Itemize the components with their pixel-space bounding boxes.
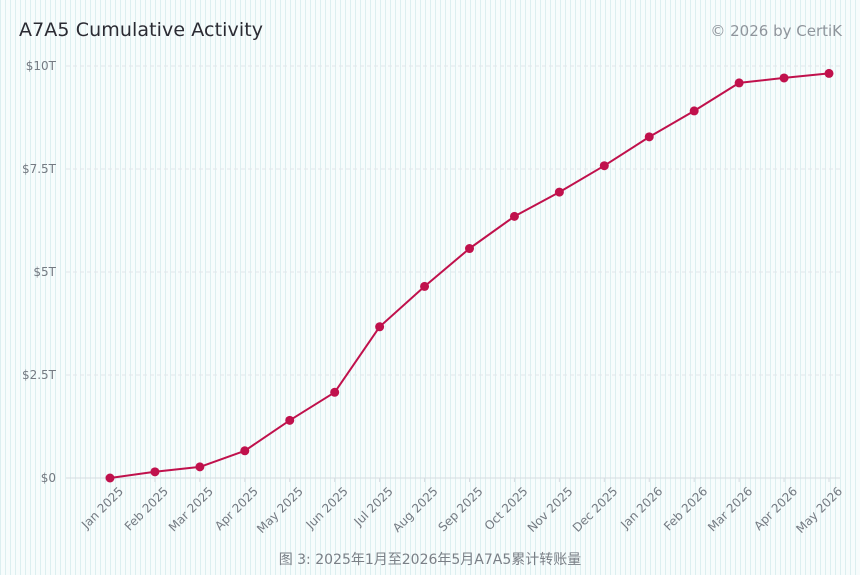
data-point[interactable] (824, 68, 834, 78)
data-point[interactable] (240, 446, 250, 456)
data-point[interactable] (195, 462, 205, 472)
y-tick-label: $5T (33, 265, 56, 279)
x-tick-label: Mar 2026 (705, 484, 755, 534)
x-tick-label: Jun 2025 (303, 484, 351, 532)
series-line (109, 72, 830, 479)
data-point[interactable] (420, 281, 430, 291)
y-tick-label: $2.5T (22, 368, 57, 382)
data-point[interactable] (285, 415, 295, 425)
data-point[interactable] (779, 73, 789, 83)
x-tick-label: Dec 2025 (570, 484, 621, 535)
data-point[interactable] (644, 132, 654, 142)
series-line-layer (109, 72, 830, 479)
data-point[interactable] (734, 78, 744, 88)
data-point[interactable] (105, 473, 115, 483)
grid-lines (66, 65, 840, 479)
data-point[interactable] (689, 106, 699, 116)
data-point[interactable] (599, 161, 609, 171)
x-tick-label: Nov 2025 (525, 484, 576, 535)
x-tick-label: Oct 2025 (482, 484, 531, 533)
data-point[interactable] (509, 211, 519, 221)
figure-caption: 图 3: 2025年1月至2026年5月A7A5累计转账量 (278, 552, 582, 568)
x-tick-label: Mar 2025 (166, 484, 216, 534)
copyright-watermark: © 2026 by CertiK (710, 22, 842, 40)
data-points (105, 68, 834, 483)
x-tick-label: May 2025 (254, 484, 306, 536)
data-point[interactable] (465, 244, 474, 254)
data-point[interactable] (375, 322, 385, 332)
data-point[interactable] (554, 187, 564, 197)
x-tick-label: Sep 2025 (435, 484, 485, 534)
x-tick-label: Jan 2026 (617, 484, 665, 532)
y-axis-ticks: $0 $2.5T $5T $7.5T $10T (22, 59, 57, 485)
y-tick-label: $0 (41, 471, 56, 485)
x-tick-label: Jan 2025 (78, 484, 126, 532)
y-tick-label: $7.5T (22, 162, 57, 176)
x-tick-label: Feb 2025 (122, 484, 171, 533)
x-tick-label: Jul 2025 (351, 484, 396, 529)
x-tick-label: May 2026 (793, 484, 845, 536)
x-tick-label: Feb 2026 (661, 484, 710, 533)
x-tick-label: Aug 2025 (390, 484, 441, 535)
y-tick-label: $10T (26, 59, 57, 73)
chart-title: A7A5 Cumulative Activity (19, 19, 264, 41)
data-point[interactable] (150, 467, 160, 477)
data-point[interactable] (330, 387, 340, 397)
